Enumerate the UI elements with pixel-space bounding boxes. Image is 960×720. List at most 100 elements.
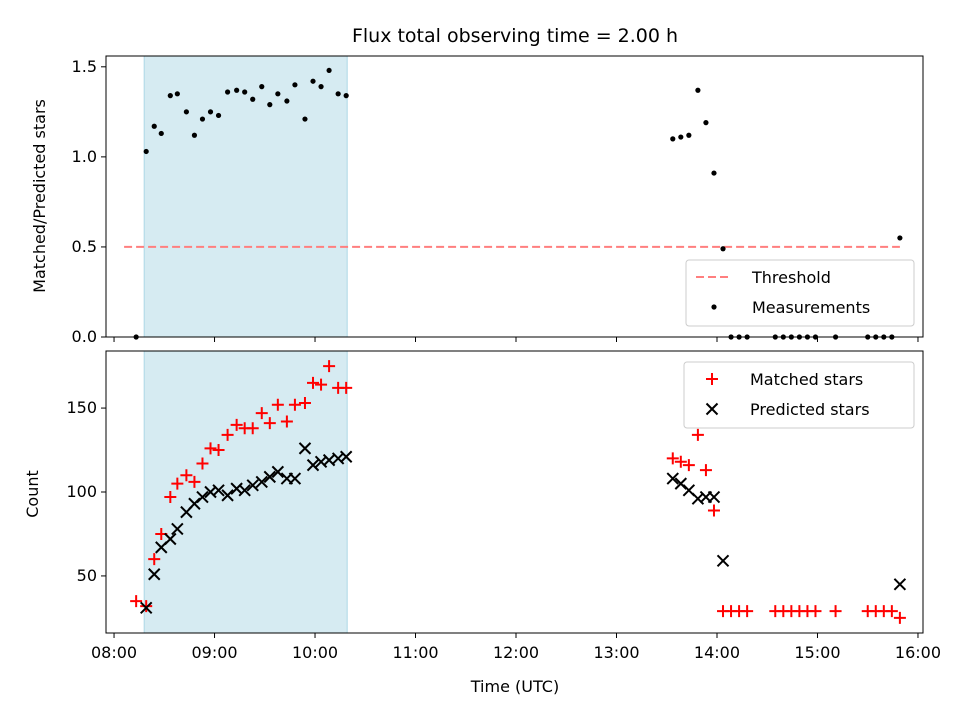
- predicted-star-point: [288, 472, 302, 485]
- predicted-star-point: [263, 470, 277, 484]
- measurement-point: [191, 132, 198, 138]
- matched-star-point: [271, 398, 284, 411]
- measurement-point: [695, 87, 701, 93]
- measurement-point: [678, 134, 684, 140]
- matched-star-point: [171, 477, 184, 490]
- predicted-star-point: [707, 490, 721, 504]
- top-y-axis-label: Matched/Predicted stars: [30, 99, 49, 293]
- measurement-point: [224, 89, 231, 95]
- series-matched-stars: [130, 360, 906, 624]
- matched-star-point: [885, 605, 898, 618]
- matched-star-point: [829, 605, 842, 618]
- measurement-point: [703, 120, 709, 126]
- matched-star-point: [212, 444, 225, 457]
- predicted-star-point: [339, 450, 353, 463]
- predicted-star-point: [171, 522, 184, 536]
- matched-star-point: [221, 428, 234, 441]
- matched-star-point: [323, 360, 336, 373]
- matched-star-point: [230, 418, 243, 431]
- predicted-star-point: [196, 490, 209, 504]
- legend: Matched stars Predicted stars: [683, 361, 915, 429]
- measurement-point: [275, 91, 281, 97]
- x-tick-label: 16:00: [895, 643, 941, 662]
- matched-star-point: [298, 397, 311, 410]
- legend-frame: [683, 361, 915, 429]
- measurement-point: [326, 67, 332, 74]
- measurement-point: [143, 148, 149, 155]
- matched-star-point: [246, 422, 259, 435]
- measurement-point: [670, 136, 676, 142]
- y-tick-label: 50: [77, 566, 97, 585]
- shaded-region: [143, 55, 348, 338]
- legend-marker: [711, 304, 717, 310]
- measurement-point: [167, 93, 173, 99]
- measurement-point: [250, 96, 256, 102]
- legend-label: Predicted stars: [750, 400, 870, 419]
- measurement-point: [720, 246, 726, 252]
- legend: Threshold Measurements: [685, 259, 915, 327]
- matched-star-point: [315, 378, 328, 391]
- measurement-point: [310, 78, 316, 84]
- x-tick-label: 13:00: [593, 643, 639, 662]
- measurement-point: [302, 116, 308, 122]
- matched-star-point: [699, 464, 712, 477]
- y-tick-label: 150: [66, 398, 97, 417]
- legend-frame: [685, 259, 915, 327]
- y-tick-label: 1.0: [72, 147, 97, 166]
- x-tick-label: 09:00: [191, 643, 237, 662]
- y-tick-label: 1.5: [72, 57, 97, 76]
- predicted-star-point: [164, 532, 177, 546]
- matched-star-point: [263, 417, 276, 430]
- predicted-star-point: [666, 472, 679, 485]
- measurement-point: [897, 235, 903, 241]
- x-tick-label: 14:00: [694, 643, 740, 662]
- measurement-point: [343, 93, 349, 99]
- matched-star-point: [280, 415, 293, 428]
- legend-entry-matched-stars: Matched stars: [706, 370, 863, 389]
- matched-star-point: [148, 553, 161, 566]
- legend-label: Threshold: [751, 268, 831, 287]
- predicted-star-point: [255, 475, 268, 489]
- legend-label: Matched stars: [750, 370, 863, 389]
- matched-star-point: [130, 595, 143, 608]
- predicted-star-point: [148, 568, 161, 581]
- top-panel: 0.0 0.5 1.0 1.5 Threshold Measurements: [72, 55, 924, 346]
- y-tick-label: 100: [66, 482, 97, 501]
- predicted-star-point: [298, 442, 312, 455]
- matched-star-point: [809, 605, 822, 618]
- series-measurements: [133, 67, 903, 340]
- legend-marker: [705, 402, 719, 416]
- matched-star-point: [307, 376, 320, 389]
- matched-star-point: [666, 452, 679, 465]
- legend-entry-measurements: Measurements: [711, 298, 870, 317]
- predicted-star-point: [893, 578, 907, 591]
- predicted-star-point: [716, 554, 730, 568]
- measurement-point: [234, 87, 240, 93]
- measurement-point: [158, 130, 164, 137]
- matched-star-point: [255, 407, 268, 420]
- series-predicted-stars: [139, 442, 907, 615]
- matched-star-point: [674, 455, 687, 468]
- legend-label: Measurements: [752, 298, 870, 317]
- plot-frame: [105, 55, 924, 338]
- matched-star-point: [691, 428, 704, 441]
- x-axis-label: Time (UTC): [470, 677, 559, 696]
- measurement-point: [267, 102, 273, 108]
- measurement-point: [284, 98, 290, 104]
- y-tick-label: 0.0: [72, 327, 97, 346]
- matched-star-point: [707, 504, 720, 517]
- matched-star-point: [340, 381, 353, 394]
- measurement-point: [242, 89, 248, 95]
- matched-star-point: [140, 600, 153, 613]
- predicted-star-point: [246, 479, 259, 492]
- chart-title: Flux total observing time = 2.00 h: [352, 25, 678, 47]
- measurement-point: [711, 170, 717, 176]
- measurement-point: [183, 109, 189, 115]
- legend-entry-predicted-stars: Predicted stars: [705, 400, 870, 419]
- measurement-point: [335, 91, 341, 97]
- matched-star-point: [682, 459, 695, 472]
- matched-star-point: [188, 475, 201, 488]
- measurement-point: [686, 132, 692, 138]
- x-tick-label: 08:00: [91, 643, 137, 662]
